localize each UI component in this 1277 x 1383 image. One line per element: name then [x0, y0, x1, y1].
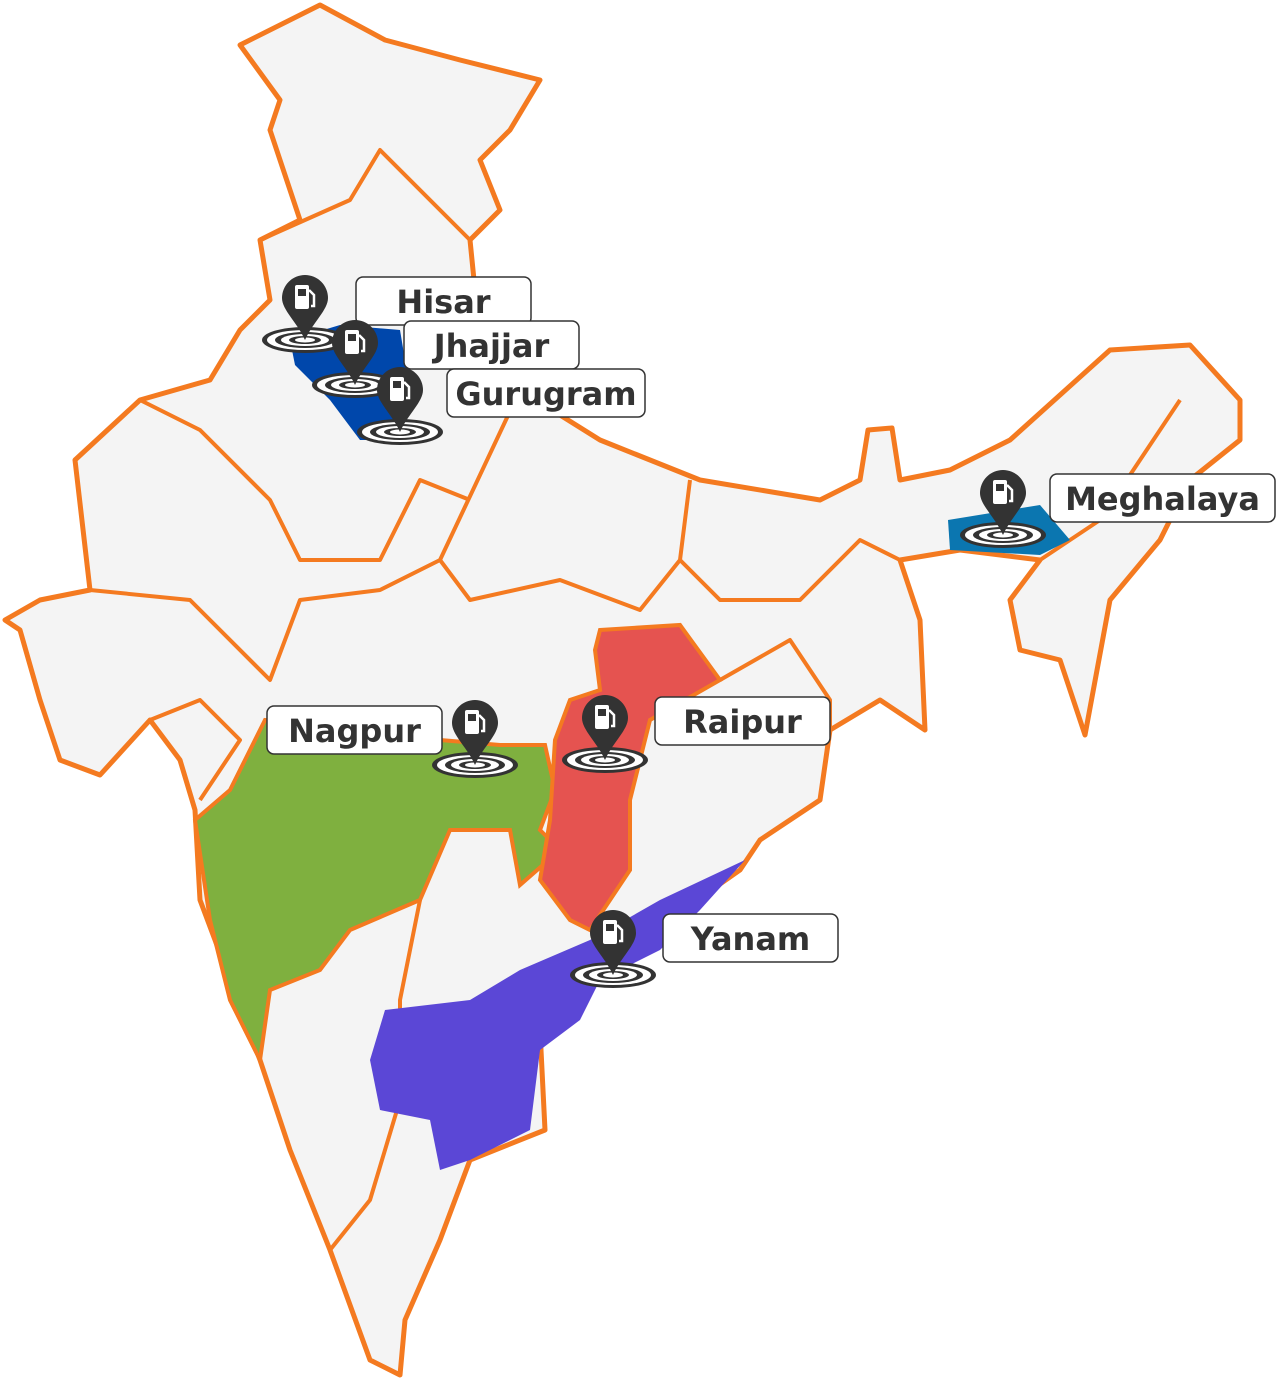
- region-andhra-pradesh[interactable]: [370, 860, 745, 1170]
- marker-label-text: Raipur: [683, 703, 802, 741]
- marker-label[interactable]: Gurugram: [446, 368, 646, 418]
- marker-yanam[interactable]: Yanam: [570, 910, 839, 988]
- marker-label[interactable]: Yanam: [662, 913, 839, 963]
- fuel-pump-pin-icon: [980, 470, 1026, 535]
- markers: Hisar Jhajjar Gurugram Meghalaya Nagpur Raipu…: [262, 275, 1276, 988]
- marker-nagpur[interactable]: Nagpur: [266, 700, 518, 778]
- fuel-pump-pin-icon: [582, 695, 628, 760]
- marker-label-text: Hisar: [396, 283, 490, 321]
- marker-gurugram[interactable]: Gurugram: [357, 367, 646, 445]
- marker-label[interactable]: Hisar: [355, 276, 532, 326]
- marker-hisar[interactable]: Hisar: [262, 275, 532, 353]
- target-rings-icon: [357, 419, 443, 445]
- marker-label-text: Meghalaya: [1065, 480, 1260, 518]
- internal-borders: [89, 148, 1182, 1252]
- fuel-pump-pin-icon: [452, 700, 498, 765]
- marker-label-text: Yanam: [690, 920, 811, 958]
- fuel-pump-pin-icon: [590, 910, 636, 975]
- region-maharashtra[interactable]: [192, 717, 563, 1067]
- fuel-pump-pin-icon: [377, 367, 423, 432]
- marker-label-text: Jhajjar: [432, 327, 550, 365]
- marker-raipur[interactable]: Raipur: [562, 695, 831, 773]
- target-rings-icon: [262, 327, 348, 353]
- marker-label-text: Nagpur: [288, 712, 421, 750]
- marker-label[interactable]: Raipur: [654, 696, 831, 746]
- fuel-pump-pin-icon: [282, 275, 328, 340]
- fuel-pump-pin-icon: [331, 319, 378, 385]
- marker-label[interactable]: Jhajjar: [403, 320, 580, 370]
- marker-jhajjar[interactable]: Jhajjar: [312, 319, 580, 398]
- marker-label[interactable]: Meghalaya: [1049, 473, 1276, 523]
- marker-label[interactable]: Nagpur: [266, 705, 443, 755]
- marker-meghalaya[interactable]: Meghalaya: [960, 470, 1276, 548]
- marker-label-text: Gurugram: [455, 375, 636, 413]
